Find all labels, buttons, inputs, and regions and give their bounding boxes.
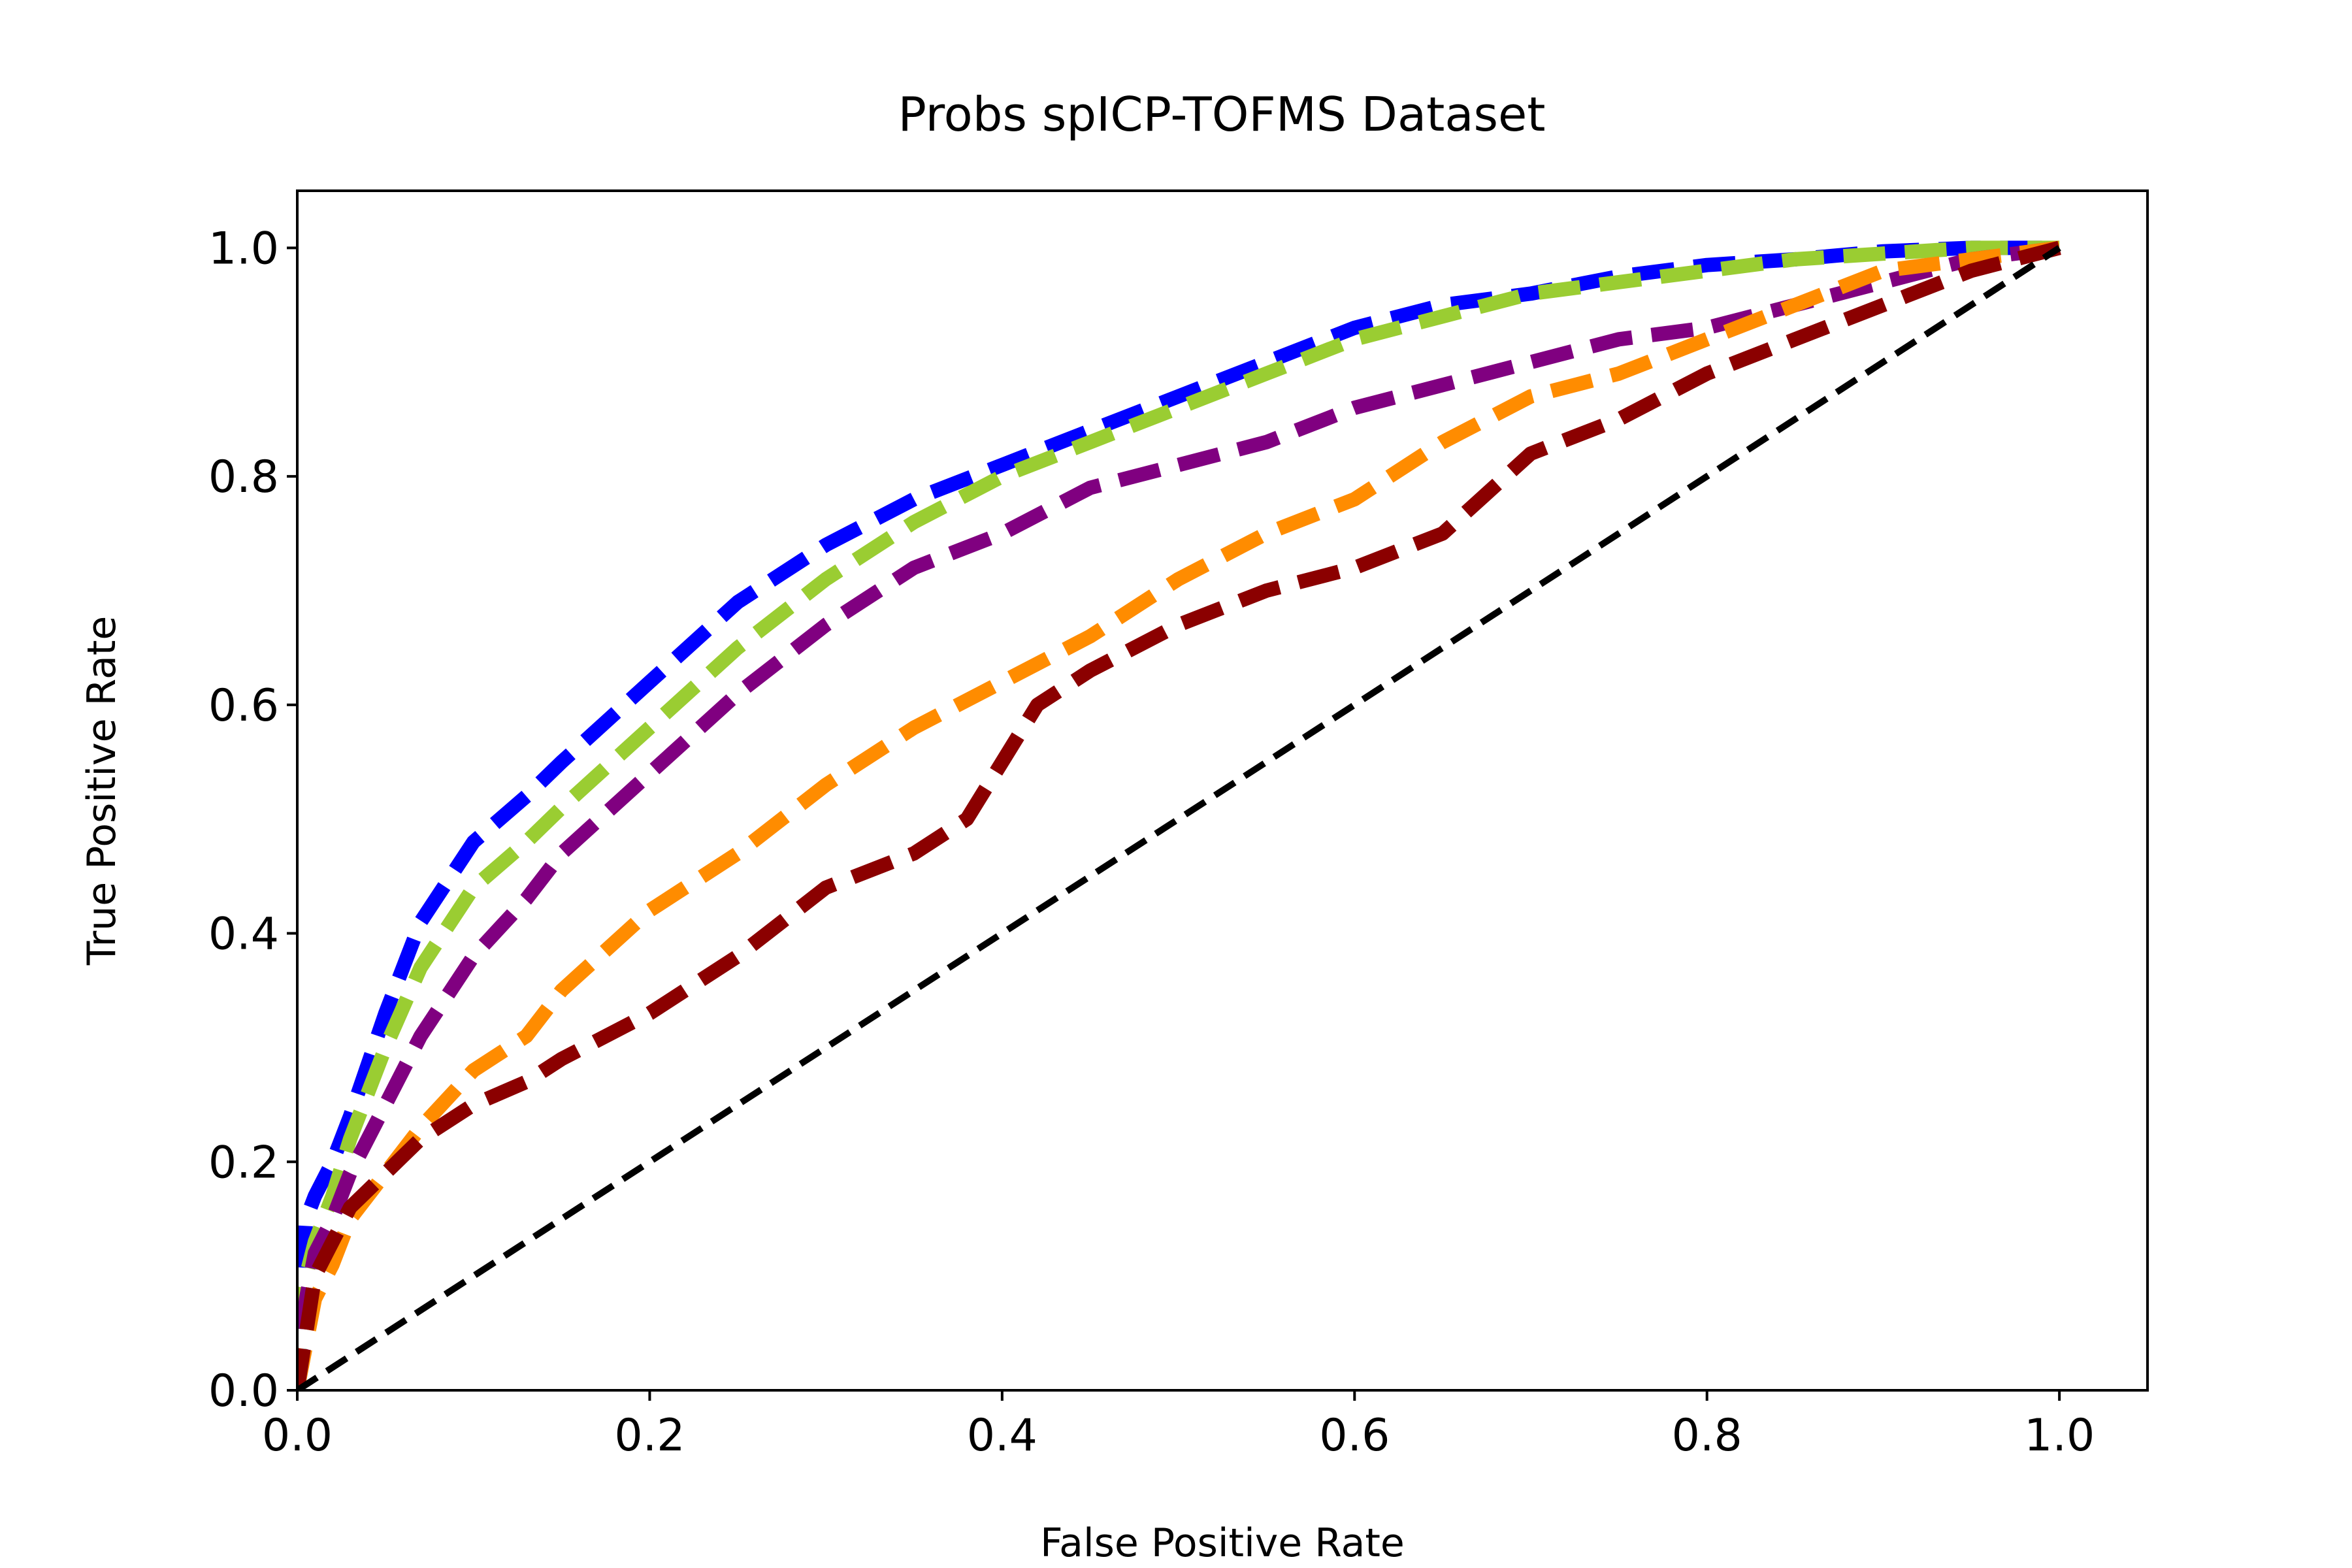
roc-series-line-3	[297, 240, 2061, 1390]
roc-series-line-6	[297, 245, 2061, 1390]
y-tick-label: 0.8	[208, 451, 279, 503]
y-tick-label: 1.0	[208, 223, 279, 274]
y-tick-label: 0.6	[208, 680, 279, 732]
x-tick-label: 0.8	[1672, 1410, 1742, 1462]
roc-series-line-5	[297, 240, 2061, 1390]
axes-frame	[296, 189, 2149, 1392]
y-tick-label: 0.2	[208, 1137, 279, 1188]
x-tick-label: 0.2	[614, 1410, 685, 1462]
x-axis-title: False Positive Rate	[1040, 1520, 1405, 1566]
axis-ticks: 0.0 0.2 0.4 0.6 0.8 1.0 0.0 0.2 0.4 0.6 0.8 1.0	[208, 223, 2095, 1462]
y-axis-title: True Positive Rate	[79, 616, 125, 966]
plot-area	[297, 240, 2061, 1390]
chart-title: Probs spICP-TOFMS Dataset	[898, 87, 1546, 142]
x-tick-label: 0.0	[262, 1410, 333, 1462]
y-tick-label: 0.0	[208, 1365, 279, 1417]
x-tick-label: 0.4	[967, 1410, 1037, 1462]
roc-series-line-2	[297, 240, 2060, 1390]
y-tick-label: 0.4	[208, 909, 279, 960]
x-tick-label: 1.0	[2024, 1410, 2095, 1462]
x-tick-label: 0.6	[1319, 1410, 1390, 1462]
